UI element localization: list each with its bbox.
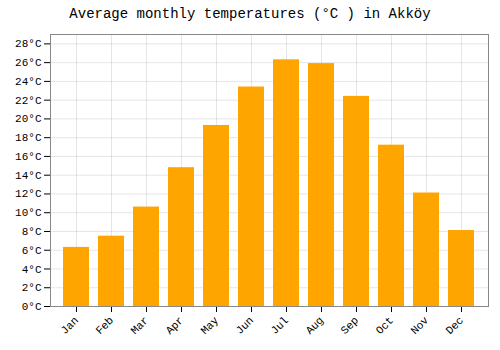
svg-text:0°C: 0°C [22,301,42,313]
svg-text:May: May [199,314,222,337]
svg-text:Jun: Jun [234,314,256,336]
svg-text:26°C: 26°C [15,57,42,69]
svg-text:8°C: 8°C [22,226,42,238]
svg-text:Mar: Mar [129,314,151,336]
svg-text:Jul: Jul [269,314,291,336]
svg-text:28°C: 28°C [15,38,42,50]
svg-text:24°C: 24°C [15,76,42,88]
svg-text:22°C: 22°C [15,95,42,107]
svg-text:Sep: Sep [339,314,361,336]
svg-text:14°C: 14°C [15,170,42,182]
svg-text:18°C: 18°C [15,132,42,144]
svg-text:Apr: Apr [164,314,186,336]
svg-text:16°C: 16°C [15,151,42,163]
html-text:Average monthly temperatures (: Average monthly temperatures (°C ) in Ak… [69,6,431,22]
svg-text:Aug: Aug [304,314,326,336]
svg-text:6°C: 6°C [22,245,42,257]
svg-text:Oct: Oct [374,314,396,336]
svg-text:20°C: 20°C [15,113,42,125]
svg-text:2°C: 2°C [22,282,42,294]
svg-text:Dec: Dec [444,314,466,336]
svg-text:Feb: Feb [94,314,116,336]
svg-text:Jan: Jan [59,314,81,336]
svg-text:Nov: Nov [409,314,432,337]
svg-text:10°C: 10°C [15,207,42,219]
svg-text:4°C: 4°C [22,264,42,276]
svg-text:12°C: 12°C [15,188,42,200]
